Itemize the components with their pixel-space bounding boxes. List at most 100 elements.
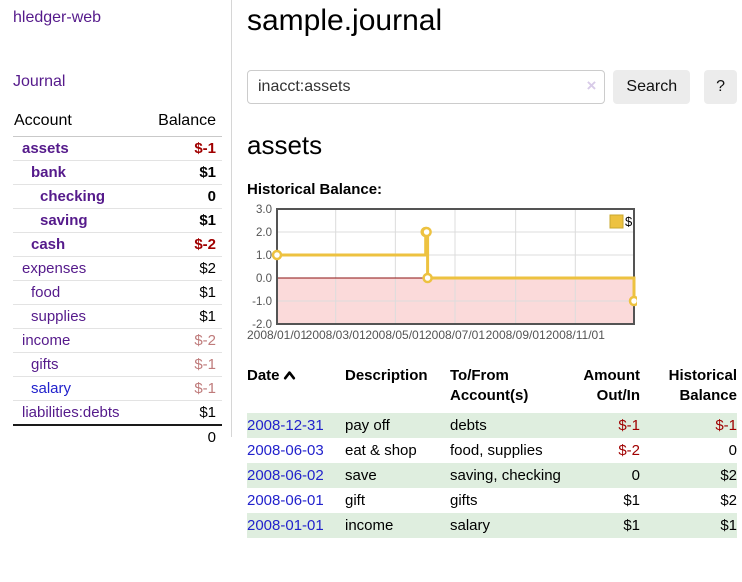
register-header-date[interactable]: Date [247,364,345,413]
account-balance: $1 [142,208,222,233]
account-row: cash $-2 [13,232,222,257]
account-link[interactable]: food [31,284,61,301]
account-name-cell: cash [13,232,143,257]
data-point-marker [628,295,640,307]
transaction-date-link[interactable]: 2008-06-03 [247,442,324,459]
account-balance: $1 [142,280,222,305]
transaction-date-link[interactable]: 2008-12-31 [247,417,324,434]
register-amount: $-1 [618,417,640,434]
account-name-cell: saving [13,208,143,233]
account-link[interactable]: salary [31,380,72,397]
transaction-date-link[interactable]: 2008-06-01 [247,492,324,509]
account-link[interactable]: gifts [31,356,59,373]
legend-swatch [609,214,624,229]
accounts-total-row: 0 [13,424,222,449]
sidebar-item-journal[interactable]: Journal [13,73,66,90]
account-balance: $2 [142,256,222,281]
data-point-marker [422,272,433,284]
account-link[interactable]: liabilities:debts [22,404,120,421]
transaction-date-link[interactable]: 2008-06-02 [247,467,324,484]
account-name-cell: expenses [13,256,143,281]
register-date-cell: 2008-12-31 [247,413,345,438]
register-accounts: gifts [450,492,478,509]
account-balance: $-2 [142,232,222,257]
account-link[interactable]: cash [31,236,66,253]
accounts-header-account: Account [13,110,143,137]
svg-text:2.0: 2.0 [256,227,272,239]
search-button[interactable]: Search [613,70,691,104]
data-point-marker [421,226,432,238]
register-amount: $1 [623,492,640,509]
svg-text:1.0: 1.0 [256,250,272,262]
account-link[interactable]: expenses [22,260,87,277]
account-link[interactable]: assets [22,140,69,157]
legend-label: $ [625,214,633,229]
account-name-cell: checking [13,184,143,209]
account-link[interactable]: checking [40,188,106,205]
register-table: Date Description To/From Account(s) Amou… [247,364,737,538]
register-header-description: Description [345,367,428,384]
register-accounts: salary [450,517,491,534]
account-name-cell: liabilities:debts [13,400,143,425]
register-row: 2008-01-01 income salary $1 $1 [247,513,737,538]
register-balance: $2 [720,492,737,509]
historical-balance-chart: 3.0 2.0 1.0 0.0 -1.0 -2.0 2008/01/01 2008/03/01… [247,204,640,344]
chart-svg: 3.0 2.0 1.0 0.0 -1.0 -2.02008/01/012008/03/01… [247,204,640,342]
account-row: assets $-1 [13,137,222,161]
search-input[interactable] [247,70,606,104]
register-row: 2008-06-01 gift gifts $1 $2 [247,488,737,513]
register-row: 2008-12-31 pay off debts $-1 $-1 [247,413,737,438]
search-input-wrap: × [247,70,606,104]
sidebar: hledger-web Journal Account Balance asse… [0,0,232,449]
account-name-cell: income [13,328,143,353]
account-link[interactable]: income [22,332,71,349]
accounts-balance-table: Account Balance assets $-1 bank $1 checking 0… [13,110,222,449]
data-point-marker [271,249,283,261]
account-balance: $-1 [194,140,216,157]
account-name-cell: food [13,280,143,305]
register-amount: $1 [623,517,640,534]
accounts-total-spacer [13,424,143,449]
clear-search-icon[interactable]: × [586,76,597,95]
account-name-cell: salary [13,376,143,401]
account-link[interactable]: bank [31,164,67,181]
svg-text:2008/11/01: 2008/11/01 [546,328,605,342]
svg-text:-2.0: -2.0 [252,319,272,331]
register-date-cell: 2008-01-01 [247,513,345,538]
transaction-date-link[interactable]: 2008-01-01 [247,517,324,534]
register-header-date-label: Date [247,367,280,384]
account-balance: $-1 [142,352,222,377]
accounts-header-balance: Balance [142,110,222,137]
account-row: supplies $1 [13,304,222,329]
register-header-row: Date Description To/From Account(s) Amou… [247,364,737,413]
register-description: save [345,467,377,484]
register-accounts: food, supplies [450,442,543,459]
account-row: saving $1 [13,208,222,233]
register-description: pay off [345,417,390,434]
account-row: checking 0 [13,184,222,209]
register-balance: $2 [720,467,737,484]
account-name-cell: gifts [13,352,143,377]
svg-text:3.0: 3.0 [256,204,272,216]
account-link[interactable]: saving [40,212,88,229]
account-page-title: assets [247,130,323,160]
register-date-cell: 2008-06-02 [247,463,345,488]
help-button[interactable]: ? [704,70,737,104]
register-balance: $1 [720,517,737,534]
register-amount: 0 [631,467,640,484]
account-balance: $1 [142,160,222,185]
accounts-total-balance: 0 [142,424,222,449]
chart-legend: $ [609,214,633,229]
register-description: gift [345,492,366,509]
register-amount: $-2 [618,442,640,459]
app-title-link[interactable]: hledger-web [13,9,102,26]
account-row: income $-2 [13,328,222,353]
register-accounts: debts [450,417,487,434]
svg-text:-1.0: -1.0 [252,296,272,308]
account-row: gifts $-1 [13,352,222,377]
register-date-cell: 2008-06-01 [247,488,345,513]
account-link[interactable]: supplies [31,308,87,325]
register-header-balance: Historical Balance [668,367,737,404]
account-row: food $1 [13,280,222,305]
